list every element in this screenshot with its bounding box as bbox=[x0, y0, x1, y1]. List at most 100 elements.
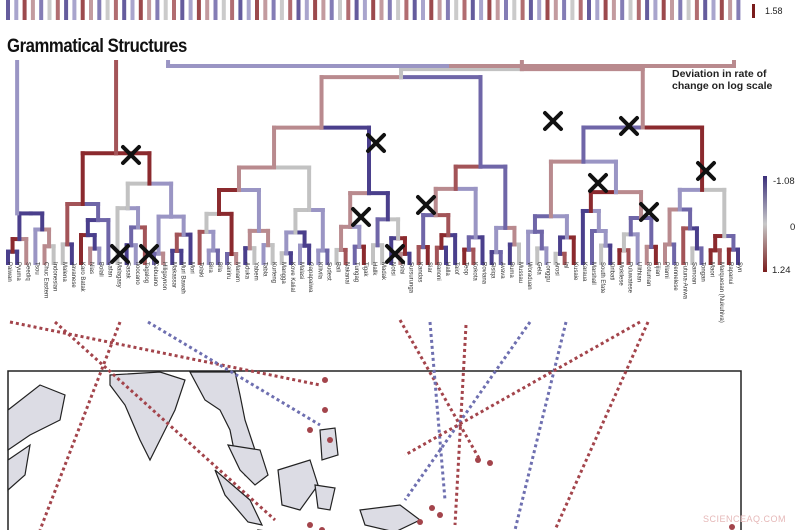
watermark: SCIENCEAQ.COM bbox=[703, 514, 787, 524]
phylogenetic-tree bbox=[6, 60, 740, 265]
leaf-label: Pilarni bbox=[663, 262, 669, 279]
leaf-label: Samoan bbox=[690, 262, 697, 285]
leaf-label: Bira bbox=[206, 262, 213, 273]
leaf-label: Chuc Eastern bbox=[42, 262, 49, 299]
migration-map bbox=[7, 319, 742, 530]
leaf-label: Fijian bbox=[653, 262, 660, 277]
leaf-label: Kurteng bbox=[270, 262, 277, 284]
leaf-label: Kilivila bbox=[316, 262, 323, 280]
change-marker-icon bbox=[385, 244, 405, 264]
leaf-label: Syn bbox=[736, 262, 742, 273]
leaf-label: Marshall bbox=[590, 262, 596, 285]
leaf-label: Bali bbox=[334, 262, 341, 273]
leaf-label: Pyuma bbox=[15, 262, 22, 281]
legend-min-label: 1.24 bbox=[772, 265, 791, 276]
leaf-label: Avava bbox=[498, 262, 505, 279]
leaf-label: Ulithian bbox=[635, 262, 642, 283]
leaf-label: Kiribati bbox=[608, 262, 615, 281]
change-marker-icon bbox=[351, 207, 371, 227]
leaf-label: Gela bbox=[535, 262, 542, 275]
leaf-label: Malasi bbox=[298, 262, 304, 280]
leaf-label: Sisiqa bbox=[489, 262, 496, 279]
leaf-label: Tolai bbox=[398, 262, 405, 275]
leaf-label: Tabla bbox=[261, 262, 268, 277]
leaf-label: Tsou bbox=[33, 262, 40, 275]
leaf-label: Makassar bbox=[170, 262, 177, 289]
leaf-label: Malena bbox=[60, 262, 67, 282]
leaf-label: Mori bbox=[188, 262, 195, 274]
leaf-label: Bila bbox=[215, 262, 222, 273]
leaf-label: Kairiru bbox=[225, 262, 231, 280]
leaf-label: Malagasy bbox=[115, 262, 122, 288]
leaf-label: Seediq bbox=[24, 262, 31, 281]
change-marker-icon bbox=[696, 161, 716, 181]
legend-title-line1: Deviation in rate of bbox=[672, 68, 767, 80]
leaf-label: South Efate bbox=[599, 262, 606, 294]
leaf-label: Rapanui bbox=[726, 262, 733, 285]
leaf-label: Rotuman bbox=[644, 262, 651, 287]
upper-legend-value: 1.58 bbox=[765, 6, 783, 16]
leaf-label: Kusaie bbox=[571, 262, 578, 281]
legend-title-line2: change on log scale bbox=[672, 80, 773, 92]
leaf-label: Indonesian bbox=[51, 262, 58, 292]
leaf-label: Hiligaynon bbox=[161, 262, 168, 291]
upper-tree-strip bbox=[6, 0, 741, 20]
change-marker-icon bbox=[366, 133, 386, 153]
leaf-label: Tagalog bbox=[142, 262, 149, 284]
leaf-label: Arosi bbox=[553, 262, 560, 276]
leaf-label: Tigak bbox=[361, 262, 368, 277]
leaf-label: Nakanai bbox=[343, 262, 350, 285]
leaf-label: Cebuano bbox=[152, 262, 158, 287]
leaf-label: Paiwan bbox=[6, 262, 12, 282]
leaf-label: Gapapaiwa bbox=[307, 262, 314, 293]
leaf-label: Teop bbox=[462, 262, 469, 276]
leaf-label: Sursurunga bbox=[407, 262, 414, 294]
leaf-label: Puluwatese bbox=[626, 262, 633, 294]
leaf-label: Banoni bbox=[434, 262, 441, 281]
leaf-label: Notsi bbox=[389, 262, 396, 276]
change-marker-icon bbox=[416, 195, 436, 215]
leaf-label: Rennelese bbox=[672, 262, 679, 291]
leaf-label: Futuna-Aniwa bbox=[681, 262, 688, 300]
leaf-label: Aduka bbox=[243, 262, 250, 280]
leaf-label: Sudest bbox=[325, 262, 332, 281]
legend-mid-label: 0 bbox=[790, 222, 796, 233]
leaf-label: Hallk bbox=[371, 262, 377, 276]
leaf-label: Muri Bawah bbox=[179, 262, 186, 294]
leaf-label: Buma bbox=[507, 262, 514, 278]
change-marker-icon bbox=[619, 116, 639, 136]
leaf-label: Mokilese bbox=[617, 262, 624, 286]
leaf-label: Ial bbox=[562, 262, 569, 269]
leaf-label: Marquesan (Nukuhiva) bbox=[717, 262, 724, 323]
leaf-label: Longgu bbox=[544, 262, 551, 283]
change-marker-icon bbox=[110, 244, 130, 264]
leaf-label: Javanese bbox=[69, 262, 76, 288]
change-marker-icon bbox=[588, 173, 608, 193]
leaf-label: Sasak bbox=[124, 262, 131, 279]
leaf-label: Manam bbox=[234, 262, 241, 283]
leaf-label: Tongan bbox=[699, 262, 706, 282]
leaf-label: Woraduan bbox=[526, 262, 533, 290]
leaf-labels: Paiwan Pyuma Seediq Tsou Chuc Eastern Indones… bbox=[0, 262, 750, 323]
leaf-label: Tungag bbox=[352, 262, 359, 283]
change-marker-icon bbox=[543, 111, 563, 131]
leaf-label: Mangga bbox=[279, 262, 286, 284]
change-marker-icon bbox=[639, 202, 659, 222]
leaf-label: Siar bbox=[425, 262, 432, 273]
leaf-label: Lafan bbox=[106, 262, 113, 278]
legend-color-bar bbox=[763, 176, 767, 272]
leaf-label: Kokota bbox=[471, 262, 478, 281]
upper-legend-bar bbox=[752, 4, 755, 18]
leaf-label: Bolali bbox=[97, 262, 104, 277]
legend-title: Deviation in rate of change on log scale bbox=[672, 68, 800, 92]
leaf-label: Tolaki bbox=[197, 262, 204, 278]
leaf-label: Madak bbox=[380, 262, 387, 281]
leaf-label: Maori bbox=[708, 262, 715, 278]
section-title: Grammatical Structures bbox=[7, 36, 187, 57]
leaf-label: Kandas bbox=[416, 262, 423, 283]
leaf-label: Halla bbox=[444, 262, 450, 276]
change-marker-icon bbox=[121, 145, 141, 165]
leaf-label: Yabem bbox=[252, 262, 259, 281]
leaf-label: Kove Kalial bbox=[288, 262, 295, 293]
change-marker-icon bbox=[139, 244, 159, 264]
